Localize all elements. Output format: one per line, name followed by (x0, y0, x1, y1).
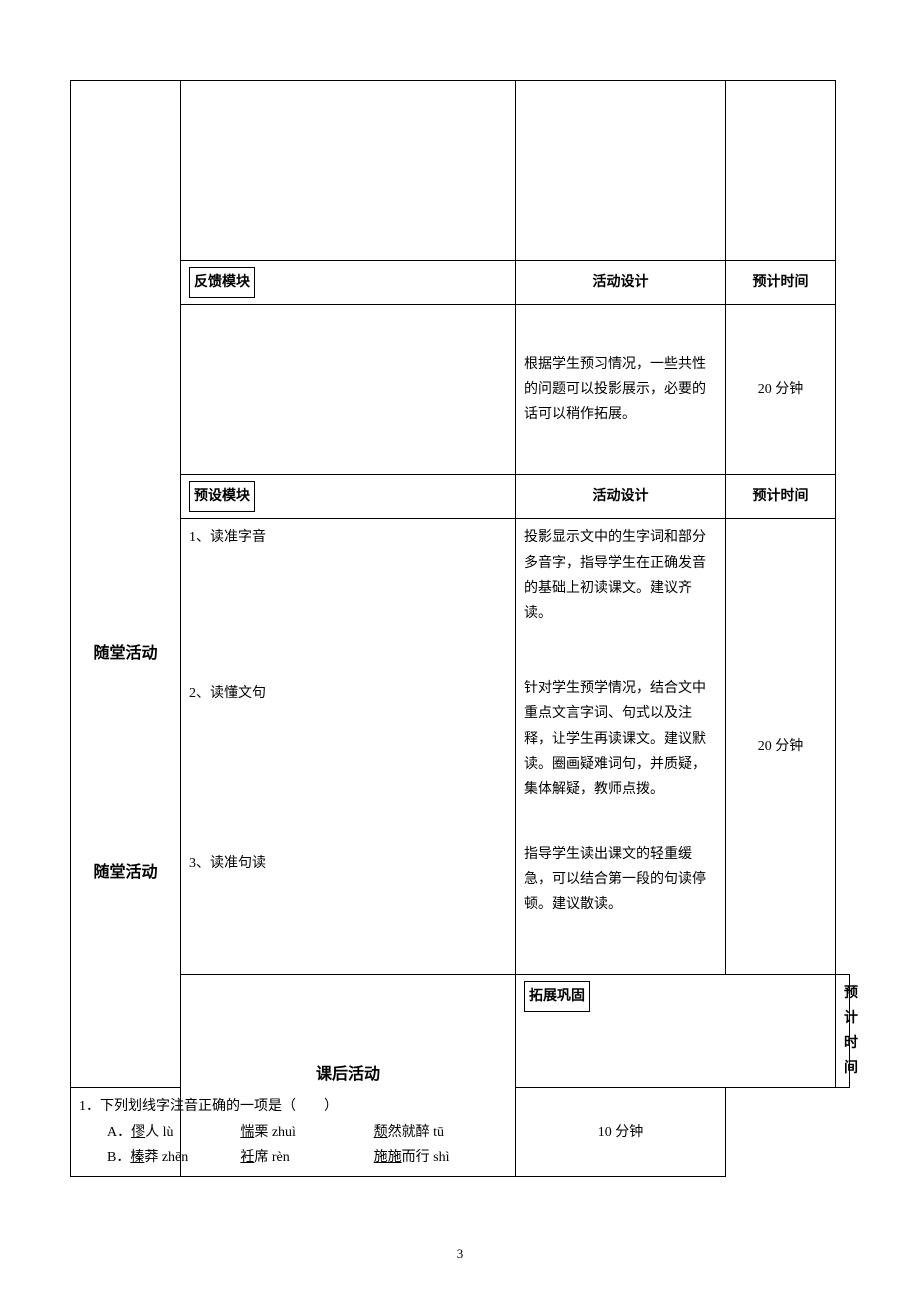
extension-time: 10 分钟 (516, 1088, 726, 1177)
prev-activity-cell (516, 81, 726, 261)
preset-time: 20 分钟 (726, 519, 836, 974)
feedback-activity: 根据学生预习情况，一些共性的问题可以投影展示，必要的话可以稍作拓展。 (516, 305, 726, 475)
optA-col3: 颓然就醉 tū (374, 1120, 507, 1145)
time-header-1: 预计时间 (726, 261, 836, 305)
optB-col1: B．榛莽 zhēn (107, 1145, 240, 1170)
preset-module-label: 预设模块 (189, 481, 255, 512)
activity-design-header-1: 活动设计 (516, 261, 726, 305)
extension-content-cell: 1．下列划线字注音正确的一项是（ ） A．僇人 lù 惴栗 zhuì 颓然就醉 … (71, 1088, 516, 1177)
classroom-label-1: 随堂活动 (79, 640, 172, 669)
extension-header-cell: 拓展巩固 (516, 974, 836, 1088)
feedback-module-label: 反馈模块 (189, 267, 255, 298)
preset-items-cell: 1、读准字音 2、读懂文句 3、读准句读 (181, 519, 516, 974)
time-header-2: 预计时间 (726, 475, 836, 519)
feedback-content-cell (181, 305, 516, 475)
extension-label: 拓展巩固 (524, 981, 590, 1012)
prev-content-cell (181, 81, 516, 261)
preset-activity-3: 指导学生读出课文的轻重缓急，可以结合第一段的句读停顿。建议散读。 (524, 842, 717, 918)
optA-col1: A．僇人 lù (107, 1120, 240, 1145)
preset-item-3: 3、读准句读 (189, 851, 507, 876)
preset-item-1: 1、读准字音 (189, 525, 507, 550)
classroom-label-2: 随堂活动 (79, 859, 172, 888)
feedback-time: 20 分钟 (726, 305, 836, 475)
optB-col2: 衽席 rèn (240, 1145, 373, 1170)
preset-activities-cell: 投影显示文中的生字词和部分多音字，指导学生在正确发音的基础上初读课文。建议齐读。… (516, 519, 726, 974)
preset-item-2: 2、读懂文句 (189, 681, 507, 706)
prev-time-cell (726, 81, 836, 261)
optB-col3: 施施而行 shì (374, 1145, 507, 1170)
side-label-classroom: 随堂活动 随堂活动 (71, 81, 181, 1088)
page-number: 3 (0, 1246, 920, 1262)
preset-module-header-cell: 预设模块 (181, 475, 516, 519)
preset-activity-2: 针对学生预学情况，结合文中重点文言字词、句式以及注释，让学生再读课文。建议默读。… (524, 676, 717, 802)
q1-stem: 1．下列划线字注音正确的一项是（ ） (79, 1094, 507, 1119)
activity-design-header-2: 活动设计 (516, 475, 726, 519)
feedback-module-header-cell: 反馈模块 (181, 261, 516, 305)
optA-col2: 惴栗 zhuì (240, 1120, 373, 1145)
preset-activity-1: 投影显示文中的生字词和部分多音字，指导学生在正确发音的基础上初读课文。建议齐读。 (524, 525, 717, 626)
time-header-3: 预计时间 (836, 974, 850, 1088)
